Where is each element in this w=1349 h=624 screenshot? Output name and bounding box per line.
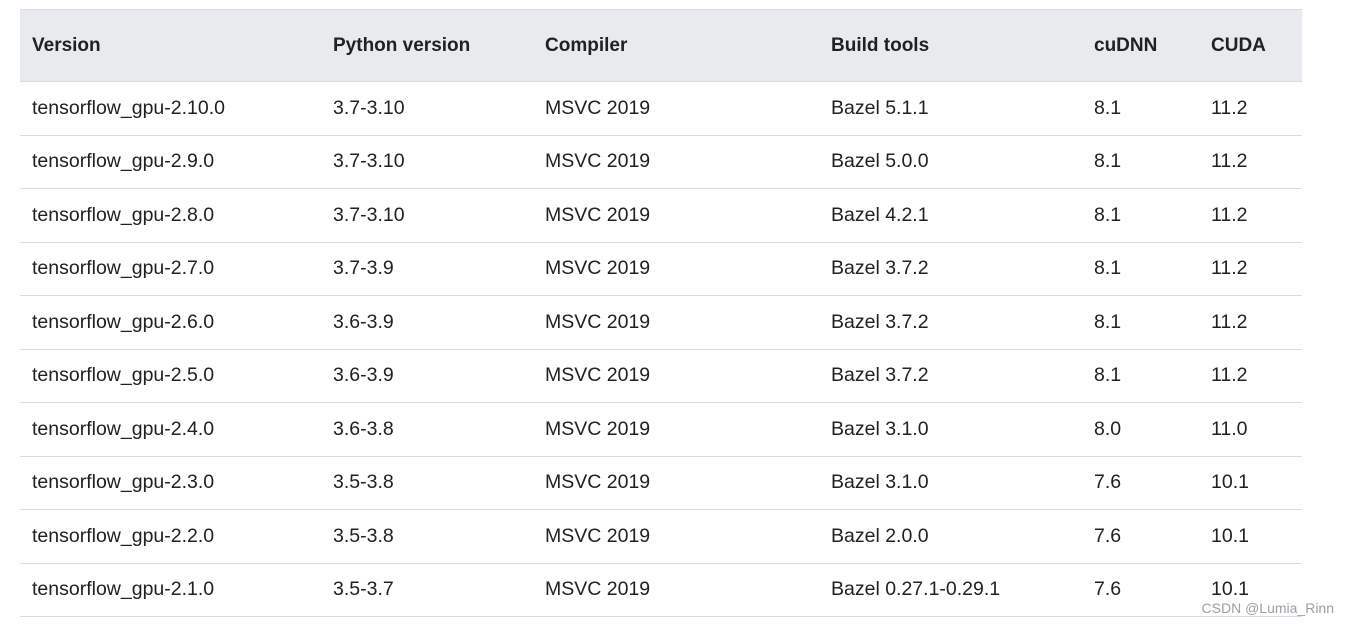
cell-build-tools: Bazel 0.27.1-0.29.1	[831, 578, 1001, 601]
cell-version: tensorflow_gpu-2.4.0	[32, 417, 215, 440]
cell-cuda: 10.1	[1211, 471, 1249, 494]
column-header-build-tools: Build tools	[831, 34, 930, 56]
table-row: tensorflow_gpu-2.1.0 3.5-3.7 MSVC 2019 Baze…	[20, 563, 1302, 617]
cell-cuda: 11.0	[1211, 417, 1248, 440]
cell-cudnn: 8.1	[1094, 96, 1122, 119]
table-row: tensorflow_gpu-2.9.0 3.7-3.10 MSVC 2019 Baz…	[20, 135, 1302, 189]
cell-build-tools: Bazel 3.7.2	[831, 364, 929, 387]
cell-compiler: MSVC 2019	[545, 96, 651, 119]
table-header-row: Version Python version Compiler Build to…	[20, 9, 1302, 82]
cell-version: tensorflow_gpu-2.1.0	[32, 578, 215, 601]
cell-cuda: 11.2	[1211, 150, 1248, 173]
watermark: CSDN @Lumia_Rinn	[1201, 600, 1334, 616]
cell-version: tensorflow_gpu-2.9.0	[32, 150, 215, 173]
table-row: tensorflow_gpu-2.6.0 3.6-3.9 MSVC 2019 Baze…	[20, 296, 1302, 349]
cell-version: tensorflow_gpu-2.10.0	[32, 96, 225, 119]
cell-cuda: 10.1	[1211, 578, 1249, 601]
cell-compiler: MSVC 2019	[545, 257, 651, 280]
cell-python-version: 3.7-3.10	[333, 203, 405, 226]
cell-cuda: 11.2	[1211, 364, 1248, 387]
column-header-cudnn: cuDNN	[1094, 34, 1158, 56]
cell-compiler: MSVC 2019	[545, 471, 651, 494]
column-header-cuda: CUDA	[1211, 34, 1266, 56]
cell-cudnn: 7.6	[1094, 578, 1122, 601]
table-row: tensorflow_gpu-2.3.0 3.5-3.8 MSVC 2019 Baze…	[20, 456, 1302, 510]
cell-build-tools: Bazel 3.7.2	[831, 310, 929, 333]
cell-python-version: 3.5-3.7	[333, 578, 394, 601]
table-row: tensorflow_gpu-2.8.0 3.7-3.10 MSVC 2019 Baz…	[20, 189, 1302, 242]
cell-cudnn: 8.1	[1094, 310, 1122, 333]
tensorflow-gpu-build-configurations-table: Version Python version Compiler Build to…	[20, 9, 1302, 617]
cell-version: tensorflow_gpu-2.8.0	[32, 203, 215, 226]
cell-build-tools: Bazel 2.0.0	[831, 524, 929, 547]
cell-cudnn: 7.6	[1094, 471, 1122, 494]
cell-cudnn: 8.1	[1094, 364, 1122, 387]
cell-python-version: 3.5-3.8	[333, 524, 394, 547]
cell-python-version: 3.6-3.9	[333, 364, 394, 387]
cell-compiler: MSVC 2019	[545, 364, 651, 387]
cell-build-tools: Bazel 3.1.0	[831, 417, 929, 440]
cell-cudnn: 8.0	[1094, 417, 1122, 440]
cell-version: tensorflow_gpu-2.6.0	[32, 310, 215, 333]
cell-python-version: 3.6-3.9	[333, 310, 394, 333]
cell-build-tools: Bazel 3.7.2	[831, 257, 929, 280]
column-header-compiler: Compiler	[545, 34, 628, 56]
cell-compiler: MSVC 2019	[545, 417, 651, 440]
cell-python-version: 3.6-3.8	[333, 417, 394, 440]
cell-cuda: 11.2	[1211, 310, 1248, 333]
cell-build-tools: Bazel 5.0.0	[831, 150, 929, 173]
cell-version: tensorflow_gpu-2.7.0	[32, 257, 215, 280]
cell-cuda: 11.2	[1211, 257, 1248, 280]
cell-compiler: MSVC 2019	[545, 524, 651, 547]
cell-version: tensorflow_gpu-2.5.0	[32, 364, 215, 387]
cell-cuda: 11.2	[1211, 203, 1248, 226]
cell-cudnn: 8.1	[1094, 203, 1122, 226]
cell-python-version: 3.5-3.8	[333, 471, 394, 494]
cell-build-tools: Bazel 5.1.1	[831, 96, 929, 119]
column-header-python-version: Python version	[333, 34, 471, 56]
cell-python-version: 3.7-3.10	[333, 96, 405, 119]
column-header-version: Version	[32, 34, 101, 56]
cell-python-version: 3.7-3.9	[333, 257, 394, 280]
cell-compiler: MSVC 2019	[545, 310, 651, 333]
cell-python-version: 3.7-3.10	[333, 150, 405, 173]
cell-cudnn: 8.1	[1094, 257, 1122, 280]
cell-compiler: MSVC 2019	[545, 150, 651, 173]
table-row: tensorflow_gpu-2.4.0 3.6-3.8 MSVC 2019 Baze…	[20, 403, 1302, 456]
cell-version: tensorflow_gpu-2.3.0	[32, 471, 215, 494]
cell-cudnn: 7.6	[1094, 524, 1122, 547]
cell-cudnn: 8.1	[1094, 150, 1122, 173]
cell-version: tensorflow_gpu-2.2.0	[32, 524, 215, 547]
table-row: tensorflow_gpu-2.10.0 3.7-3.10 MSVC 2019 Ba…	[20, 82, 1302, 135]
cell-cuda: 11.2	[1211, 96, 1248, 119]
table-row: tensorflow_gpu-2.2.0 3.5-3.8 MSVC 2019 Baze…	[20, 510, 1302, 563]
cell-cuda: 10.1	[1211, 524, 1249, 547]
cell-build-tools: Bazel 3.1.0	[831, 471, 929, 494]
cell-compiler: MSVC 2019	[545, 578, 651, 601]
table-row: tensorflow_gpu-2.7.0 3.7-3.9 MSVC 2019 Baze…	[20, 242, 1302, 296]
table-row: tensorflow_gpu-2.5.0 3.6-3.9 MSVC 2019 Baze…	[20, 349, 1302, 403]
cell-compiler: MSVC 2019	[545, 203, 651, 226]
cell-build-tools: Bazel 4.2.1	[831, 203, 929, 226]
